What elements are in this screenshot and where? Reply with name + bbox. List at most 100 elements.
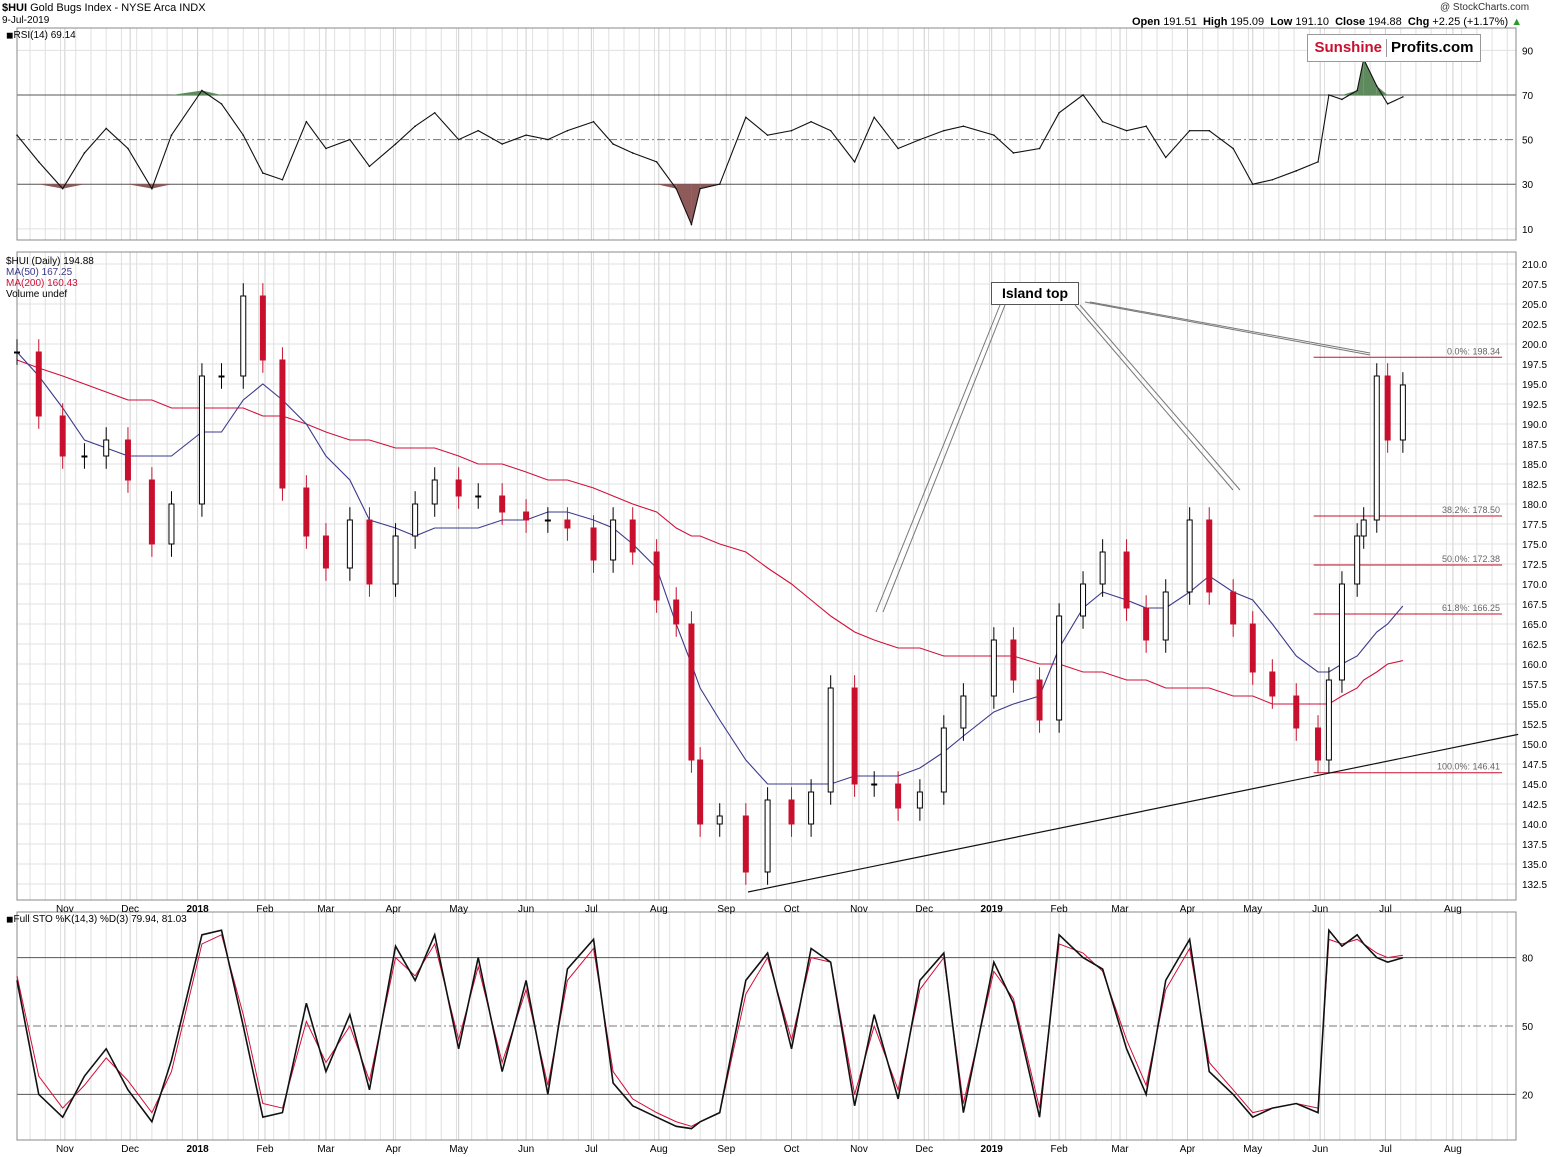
candle-body bbox=[148, 479, 155, 545]
callout-pointer bbox=[875, 304, 1001, 613]
rsi-point bbox=[993, 134, 995, 136]
candle-body bbox=[366, 519, 373, 585]
price-tick-label: 187.5 bbox=[1522, 440, 1547, 451]
price-tick-label: 210.0 bbox=[1522, 260, 1547, 271]
month-label: Feb bbox=[1051, 1144, 1069, 1155]
rsi-overbought-fill bbox=[1363, 59, 1377, 95]
sto-tick-label: 20 bbox=[1522, 1090, 1534, 1101]
price-tick-label: 197.5 bbox=[1522, 360, 1547, 371]
price-tick-label: 140.0 bbox=[1522, 820, 1547, 831]
month-label: Jul bbox=[1379, 1144, 1392, 1155]
rsi-point bbox=[1375, 85, 1378, 87]
month-label: Dec bbox=[915, 1144, 933, 1155]
month-label: Feb bbox=[1051, 904, 1069, 915]
sto-k-line bbox=[16, 928, 1404, 1130]
candle-body bbox=[1143, 607, 1150, 641]
candle-body bbox=[1186, 519, 1193, 593]
price-panel: 0.0%: 198.34 38.2%: 178.50 50.0%: 172.38 61… bbox=[14, 283, 1519, 893]
candle-body bbox=[475, 495, 482, 498]
month-label: Aug bbox=[650, 1144, 668, 1155]
rsi-point bbox=[675, 187, 678, 190]
candle-body bbox=[1162, 591, 1169, 641]
candle-body bbox=[871, 783, 878, 786]
candle-body bbox=[198, 375, 205, 505]
rsi-point bbox=[943, 129, 945, 132]
candle-body bbox=[1036, 679, 1043, 721]
month-label: Apr bbox=[386, 904, 402, 915]
month-label: Jun bbox=[1312, 904, 1328, 915]
month-label: Sep bbox=[717, 1144, 735, 1155]
month-label: May bbox=[449, 904, 468, 915]
candle-body bbox=[218, 375, 225, 378]
candle-body bbox=[168, 503, 175, 545]
rsi-point bbox=[790, 129, 793, 132]
rsi-oversold-fill bbox=[127, 184, 152, 189]
support-trendline bbox=[747, 733, 1519, 893]
rsi-tick-label: 70 bbox=[1522, 91, 1534, 102]
candle-body bbox=[431, 479, 438, 505]
candle-body bbox=[990, 639, 997, 697]
callout-pointer bbox=[1089, 301, 1371, 354]
price-tick-label: 157.5 bbox=[1522, 680, 1547, 691]
rsi-point bbox=[1295, 170, 1298, 172]
price-tick-label: 175.0 bbox=[1522, 540, 1547, 551]
candle-body bbox=[124, 439, 131, 481]
rsi-tick-label: 50 bbox=[1522, 136, 1534, 147]
rsi-point bbox=[1164, 156, 1167, 159]
candle-body bbox=[808, 791, 815, 825]
price-tick-label: 152.5 bbox=[1522, 720, 1547, 731]
candle-body bbox=[392, 535, 399, 585]
candle-body bbox=[259, 295, 266, 361]
candle-body bbox=[895, 783, 902, 809]
fib-level-label: 50.0%: 172.38 bbox=[1442, 554, 1500, 564]
price-tick-label: 195.0 bbox=[1522, 380, 1547, 391]
month-label: 2018 bbox=[186, 1144, 209, 1155]
rsi-overbought-fill bbox=[1376, 86, 1388, 95]
month-label: Oct bbox=[784, 1144, 800, 1155]
rsi-point bbox=[127, 147, 129, 150]
island-top-callout: Island top bbox=[991, 282, 1079, 305]
candle-body bbox=[653, 551, 660, 601]
rsi-point bbox=[745, 116, 747, 119]
fib-level-label: 38.2%: 178.50 bbox=[1442, 505, 1500, 515]
price-tick-label: 165.0 bbox=[1522, 620, 1547, 631]
rsi-point bbox=[612, 143, 614, 145]
rsi-point bbox=[962, 125, 965, 127]
candle-body bbox=[499, 495, 506, 513]
candle-body bbox=[322, 535, 329, 569]
month-label: 2018 bbox=[186, 904, 209, 915]
month-label: Sep bbox=[717, 904, 735, 915]
rsi-point bbox=[829, 129, 832, 132]
candle-body bbox=[1338, 583, 1345, 681]
candle-body bbox=[851, 687, 858, 785]
chart-grid bbox=[17, 28, 1516, 1140]
month-label: Mar bbox=[317, 1144, 335, 1155]
rsi-oversold-fill bbox=[38, 184, 63, 189]
month-label: Dec bbox=[121, 904, 139, 915]
candle-body bbox=[1249, 623, 1256, 673]
rsi-point bbox=[1232, 147, 1234, 150]
month-label: Nov bbox=[850, 904, 868, 915]
month-label: Feb bbox=[256, 1144, 274, 1155]
month-label: Oct bbox=[784, 904, 800, 915]
chart-panels bbox=[16, 27, 1517, 1141]
price-tick-label: 192.5 bbox=[1522, 400, 1547, 411]
price-tick-label: 180.0 bbox=[1522, 500, 1547, 511]
rsi-point bbox=[699, 187, 701, 190]
price-tick-label: 155.0 bbox=[1522, 700, 1547, 711]
candle-body bbox=[1230, 591, 1237, 625]
chart-axes: Nov Nov Dec Dec 2018 2018 Feb Feb Mar Mar Apr Apr Ma… bbox=[56, 46, 1547, 1155]
price-tick-label: 185.0 bbox=[1522, 460, 1547, 471]
rsi-overbought-fill bbox=[1341, 90, 1358, 95]
rsi-oversold-fill bbox=[151, 184, 172, 189]
rsi-point bbox=[281, 178, 284, 181]
rsi-point bbox=[414, 125, 416, 127]
rsi-point bbox=[1058, 112, 1060, 114]
stochastic-panel bbox=[16, 928, 1404, 1130]
price-tick-label: 207.5 bbox=[1522, 280, 1547, 291]
rsi-point bbox=[1101, 120, 1104, 123]
candle-body bbox=[59, 415, 66, 457]
rsi-point bbox=[690, 223, 693, 226]
candle-body bbox=[1056, 615, 1063, 721]
